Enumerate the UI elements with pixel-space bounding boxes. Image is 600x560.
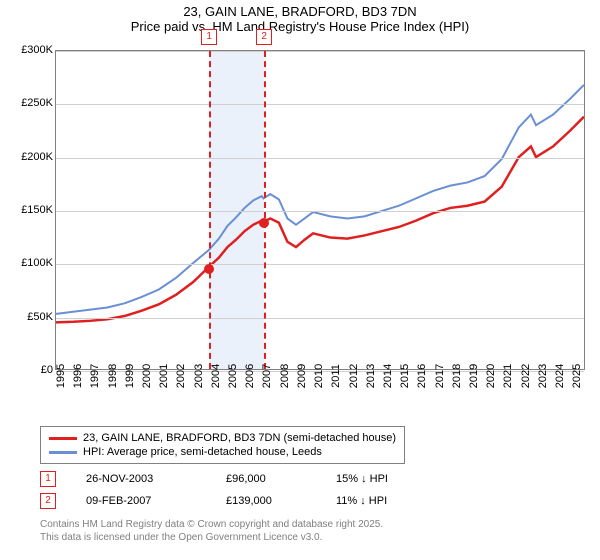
- footer-line-2: This data is licensed under the Open Gov…: [40, 531, 600, 544]
- sale-point-icon: [204, 264, 214, 274]
- x-axis-label: 2025: [571, 364, 583, 388]
- x-axis-label: 2000: [141, 364, 153, 388]
- sale-point-icon: [259, 218, 269, 228]
- sale-index-2: 2: [40, 493, 56, 509]
- y-axis-label: £0: [41, 364, 53, 376]
- sale-marker: 2: [256, 29, 272, 45]
- y-axis-label: £300K: [21, 44, 53, 56]
- x-axis-label: 2002: [175, 364, 187, 388]
- chart-area: 12 £0 £50K £100K £150K £200K £250K £300K 1995 19…: [5, 40, 595, 420]
- x-axis-label: 2013: [365, 364, 377, 388]
- x-axis-label: 2010: [313, 364, 325, 388]
- legend-label-hpi: HPI: Average price, semi-detached house,…: [83, 446, 322, 458]
- x-axis-label: 1996: [72, 364, 84, 388]
- x-axis-label: 1995: [55, 364, 67, 388]
- x-axis-label: 2006: [244, 364, 256, 388]
- sale-delta-1: 15% ↓ HPI: [336, 473, 456, 485]
- sale-marker: 1: [201, 29, 217, 45]
- title-line-2: Price paid vs. HM Land Registry's House …: [0, 19, 600, 34]
- legend-swatch-property: [49, 437, 77, 440]
- sale-price-1: £96,000: [226, 473, 336, 485]
- x-axis-label: 2014: [382, 364, 394, 388]
- x-axis-label: 2003: [193, 364, 205, 388]
- sale-date-1: 26-NOV-2003: [86, 473, 226, 485]
- x-axis-label: 2005: [227, 364, 239, 388]
- x-axis-label: 2007: [261, 364, 273, 388]
- footer-text: Contains HM Land Registry data © Crown c…: [40, 518, 600, 544]
- x-axis-label: 1997: [89, 364, 101, 388]
- sale-index-1: 1: [40, 471, 56, 487]
- line-svg: [56, 51, 584, 369]
- x-axis-label: 2011: [330, 364, 342, 388]
- y-axis-label: £150K: [21, 204, 53, 216]
- legend-swatch-hpi: [49, 451, 77, 454]
- sale-price-2: £139,000: [226, 495, 336, 507]
- x-axis-label: 2020: [485, 364, 497, 388]
- series-hpi: [56, 85, 584, 314]
- legend-row-property: 23, GAIN LANE, BRADFORD, BD3 7DN (semi-d…: [49, 431, 396, 445]
- x-axis-label: 1998: [107, 364, 119, 388]
- y-axis-label: £50K: [27, 311, 53, 323]
- sale-row-1: 1 26-NOV-2003 £96,000 15% ↓ HPI: [40, 468, 600, 490]
- x-axis-label: 2021: [502, 364, 514, 388]
- sale-table: 1 26-NOV-2003 £96,000 15% ↓ HPI 2 09-FEB…: [40, 468, 600, 512]
- x-axis-label: 2019: [468, 364, 480, 388]
- x-axis-label: 1999: [124, 364, 136, 388]
- sale-vline: [209, 51, 211, 369]
- x-axis-label: 2023: [537, 364, 549, 388]
- plot-region: 12: [55, 50, 585, 370]
- x-axis-label: 2004: [210, 364, 222, 388]
- x-axis-label: 2015: [399, 364, 411, 388]
- legend-label-property: 23, GAIN LANE, BRADFORD, BD3 7DN (semi-d…: [83, 432, 396, 444]
- sale-date-2: 09-FEB-2007: [86, 495, 226, 507]
- series-property: [56, 117, 584, 323]
- x-axis-label: 2024: [554, 364, 566, 388]
- x-axis-label: 2001: [158, 364, 170, 388]
- sale-vline: [264, 51, 266, 369]
- title-line-1: 23, GAIN LANE, BRADFORD, BD3 7DN: [0, 4, 600, 19]
- x-axis-label: 2008: [279, 364, 291, 388]
- sale-delta-2: 11% ↓ HPI: [336, 495, 456, 507]
- x-axis-label: 2017: [434, 364, 446, 388]
- x-axis-label: 2016: [416, 364, 428, 388]
- legend-row-hpi: HPI: Average price, semi-detached house,…: [49, 445, 396, 459]
- x-axis-label: 2022: [520, 364, 532, 388]
- sale-row-2: 2 09-FEB-2007 £139,000 11% ↓ HPI: [40, 490, 600, 512]
- x-axis-label: 2018: [451, 364, 463, 388]
- chart-container: 23, GAIN LANE, BRADFORD, BD3 7DN Price p…: [0, 0, 600, 560]
- legend-box: 23, GAIN LANE, BRADFORD, BD3 7DN (semi-d…: [40, 426, 405, 464]
- y-axis-label: £100K: [21, 257, 53, 269]
- x-axis-label: 2012: [348, 364, 360, 388]
- title-block: 23, GAIN LANE, BRADFORD, BD3 7DN Price p…: [0, 0, 600, 40]
- footer-line-1: Contains HM Land Registry data © Crown c…: [40, 518, 600, 531]
- x-axis-label: 2009: [296, 364, 308, 388]
- y-axis-label: £250K: [21, 97, 53, 109]
- y-axis-label: £200K: [21, 151, 53, 163]
